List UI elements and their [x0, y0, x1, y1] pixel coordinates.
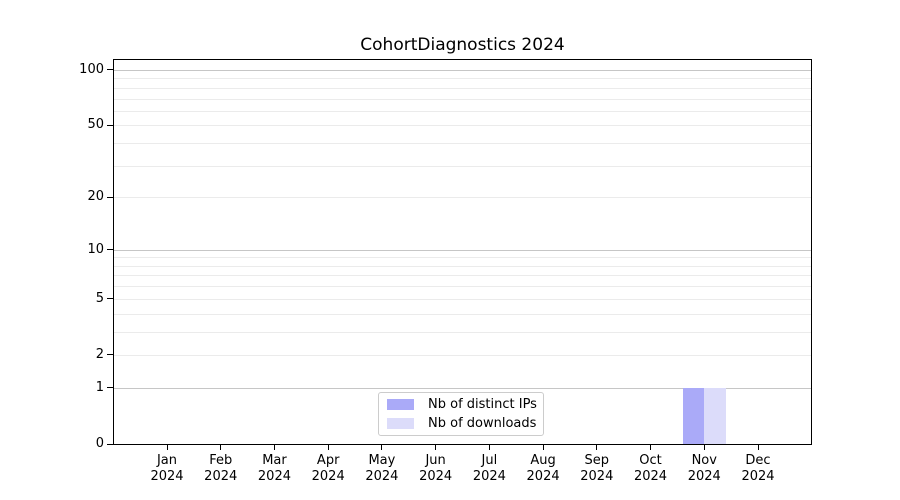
- legend-label-distinct-ips: Nb of distinct IPs: [428, 397, 537, 412]
- minor-gridline: [114, 298, 811, 300]
- x-axis-tick-label: Feb 2024: [204, 453, 238, 484]
- x-axis-tick: [435, 444, 437, 450]
- y-axis-tick-label: 2: [95, 346, 104, 362]
- x-axis-tick-label: Mar 2024: [257, 453, 291, 484]
- minor-gridline: [114, 98, 811, 100]
- legend-label-downloads: Nb of downloads: [428, 416, 537, 431]
- y-axis-tick-label: 5: [95, 290, 104, 306]
- y-axis-tick: [107, 354, 113, 356]
- y-axis-tick: [107, 249, 113, 251]
- minor-gridline: [114, 257, 811, 259]
- minor-gridline: [114, 165, 811, 167]
- major-gridline: [114, 69, 811, 71]
- x-axis-tick: [327, 444, 329, 450]
- bar-distinct-ips: [682, 387, 705, 444]
- minor-gridline: [114, 110, 811, 112]
- legend: Nb of distinct IPs Nb of downloads: [378, 392, 544, 436]
- bar-downloads: [704, 387, 726, 444]
- x-axis-tick: [757, 444, 759, 450]
- x-axis-tick: [273, 444, 275, 450]
- minor-gridline: [114, 87, 811, 89]
- y-axis-tick: [107, 443, 113, 445]
- minor-gridline: [114, 286, 811, 288]
- x-axis-tick-label: Jul 2024: [472, 453, 506, 484]
- x-axis-tick-label: Aug 2024: [526, 453, 560, 484]
- minor-gridline: [114, 78, 811, 80]
- x-axis-tick: [220, 444, 222, 450]
- minor-gridline: [114, 275, 811, 277]
- minor-gridline: [114, 354, 811, 356]
- y-axis-tick: [107, 196, 113, 198]
- y-axis-tick: [107, 298, 113, 300]
- x-axis-tick: [166, 444, 168, 450]
- minor-gridline: [114, 313, 811, 315]
- x-axis-tick-label: Sep 2024: [580, 453, 614, 484]
- x-axis-tick: [703, 444, 705, 450]
- minor-gridline: [114, 125, 811, 127]
- legend-item-distinct-ips: Nb of distinct IPs: [385, 397, 537, 412]
- minor-gridline: [114, 197, 811, 199]
- x-axis-tick-label: Jan 2024: [150, 453, 184, 484]
- x-axis-tick: [488, 444, 490, 450]
- y-axis-tick-label: 1: [95, 379, 104, 395]
- y-axis-tick-label: 50: [87, 117, 104, 133]
- plot-area: [113, 59, 812, 445]
- minor-gridline: [114, 265, 811, 267]
- x-axis-tick-label: Apr 2024: [311, 453, 345, 484]
- x-axis-tick-label: Jun 2024: [419, 453, 453, 484]
- legend-swatch-distinct-ips: [387, 399, 414, 410]
- minor-gridline: [114, 331, 811, 333]
- chart-title: CohortDiagnostics 2024: [360, 35, 565, 55]
- y-axis-tick-label: 100: [79, 61, 104, 77]
- x-axis-tick-label: Oct 2024: [633, 453, 668, 484]
- major-gridline: [114, 249, 811, 251]
- minor-gridline: [114, 143, 811, 145]
- x-axis-tick-label: May 2024: [365, 453, 399, 484]
- x-axis-tick: [381, 444, 383, 450]
- major-gridline: [114, 387, 811, 389]
- y-axis-tick: [107, 124, 113, 126]
- y-axis-tick: [107, 69, 113, 71]
- x-axis-tick: [650, 444, 652, 450]
- y-axis-tick-label: 20: [87, 189, 104, 205]
- x-axis-tick-label: Nov 2024: [687, 453, 721, 484]
- x-axis-tick-label: Dec 2024: [741, 453, 775, 484]
- y-axis-tick: [107, 387, 113, 389]
- x-axis-tick: [542, 444, 544, 450]
- legend-item-downloads: Nb of downloads: [385, 416, 537, 431]
- legend-swatch-downloads: [387, 418, 414, 429]
- x-axis-tick: [596, 444, 598, 450]
- y-axis-tick-label: 0: [95, 436, 104, 451]
- y-axis-tick-label: 10: [87, 241, 104, 257]
